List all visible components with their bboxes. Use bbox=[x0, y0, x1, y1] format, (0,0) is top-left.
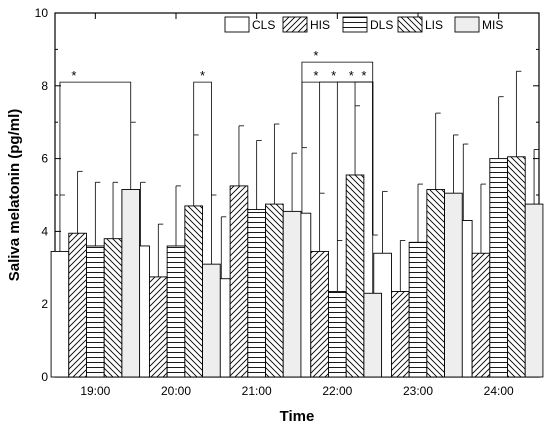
bar-his-1900 bbox=[68, 232, 87, 378]
bar-mis-2300 bbox=[444, 192, 463, 378]
error-bars bbox=[59, 70, 540, 294]
bar-cls-1900 bbox=[50, 250, 70, 378]
legend-label-cls: CLS bbox=[252, 18, 275, 32]
x-tick-label: 23:00 bbox=[403, 384, 433, 398]
bar-his-2300 bbox=[391, 291, 410, 378]
legend-swatch-cls bbox=[224, 16, 250, 33]
x-tick-label: 24:00 bbox=[484, 384, 514, 398]
bar-his-2100 bbox=[229, 185, 249, 378]
bar-lis-2400 bbox=[507, 156, 526, 378]
y-tick-label: 4 bbox=[41, 224, 48, 238]
bar-his-2000 bbox=[148, 276, 168, 378]
y-axis-title: Saliva melatonin (pg/ml) bbox=[6, 109, 23, 282]
significance-star: * bbox=[331, 68, 336, 83]
legend-label-his: HIS bbox=[310, 18, 330, 32]
y-tick-label: 2 bbox=[41, 297, 48, 311]
legend-swatch-his bbox=[282, 16, 308, 33]
significance-star: * bbox=[349, 68, 354, 83]
bar-mis-2000 bbox=[202, 263, 221, 378]
bar-mis-2200 bbox=[363, 292, 383, 378]
legend-swatch-mis bbox=[454, 16, 480, 33]
bar-his-2400 bbox=[471, 252, 491, 378]
legend-label-lis: LIS bbox=[425, 18, 443, 32]
bar-dls-2400 bbox=[489, 158, 508, 378]
significance-markers: * * * * * * * bbox=[59, 48, 374, 241]
bar-lis-2200 bbox=[345, 174, 365, 378]
y-tick-label: 10 bbox=[35, 6, 49, 20]
y-tick-label: 8 bbox=[41, 79, 48, 93]
significance-bracket bbox=[354, 81, 374, 236]
x-axis-title: Time bbox=[280, 408, 315, 425]
bar-dls-2300 bbox=[408, 241, 428, 378]
significance-star: * bbox=[313, 68, 318, 83]
x-tick-label: 21:00 bbox=[242, 384, 272, 398]
legend-label-dls: DLS bbox=[370, 18, 393, 32]
bar-mis-2100 bbox=[282, 210, 302, 378]
x-tick-label: 19:00 bbox=[80, 384, 110, 398]
significance-star: * bbox=[361, 68, 366, 83]
x-tick-label: 20:00 bbox=[161, 384, 191, 398]
bar-dls-2200 bbox=[328, 291, 347, 378]
legend-swatch-dls bbox=[342, 16, 368, 33]
bar-dls-1900 bbox=[86, 245, 105, 378]
bar-lis-2000 bbox=[184, 205, 204, 378]
bar-lis-1900 bbox=[103, 238, 123, 378]
significance-bracket bbox=[59, 81, 132, 195]
significance-star: * bbox=[200, 68, 205, 83]
legend: CLS HIS DLS LIS MIS bbox=[224, 16, 503, 33]
bar-lis-2300 bbox=[426, 189, 446, 378]
bars bbox=[50, 156, 544, 378]
y-tick-label: 6 bbox=[41, 152, 48, 166]
bar-dls-2000 bbox=[166, 245, 186, 378]
bar-mis-1900 bbox=[121, 189, 141, 378]
bar-lis-2100 bbox=[265, 203, 284, 378]
legend-label-mis: MIS bbox=[482, 18, 503, 32]
significance-star: * bbox=[71, 68, 76, 83]
significance-star: * bbox=[313, 48, 318, 63]
bar-dls-2100 bbox=[247, 209, 266, 378]
bar-mis-2400 bbox=[524, 203, 544, 378]
bar-his-2200 bbox=[310, 250, 329, 378]
x-tick-label: 22:00 bbox=[322, 384, 352, 398]
y-tick-label: 0 bbox=[41, 370, 48, 384]
x-axis: 19:00 20:00 21:00 22:00 23:00 24:00 bbox=[80, 13, 514, 398]
significance-bracket bbox=[193, 81, 212, 195]
legend-swatch-lis bbox=[397, 16, 423, 33]
